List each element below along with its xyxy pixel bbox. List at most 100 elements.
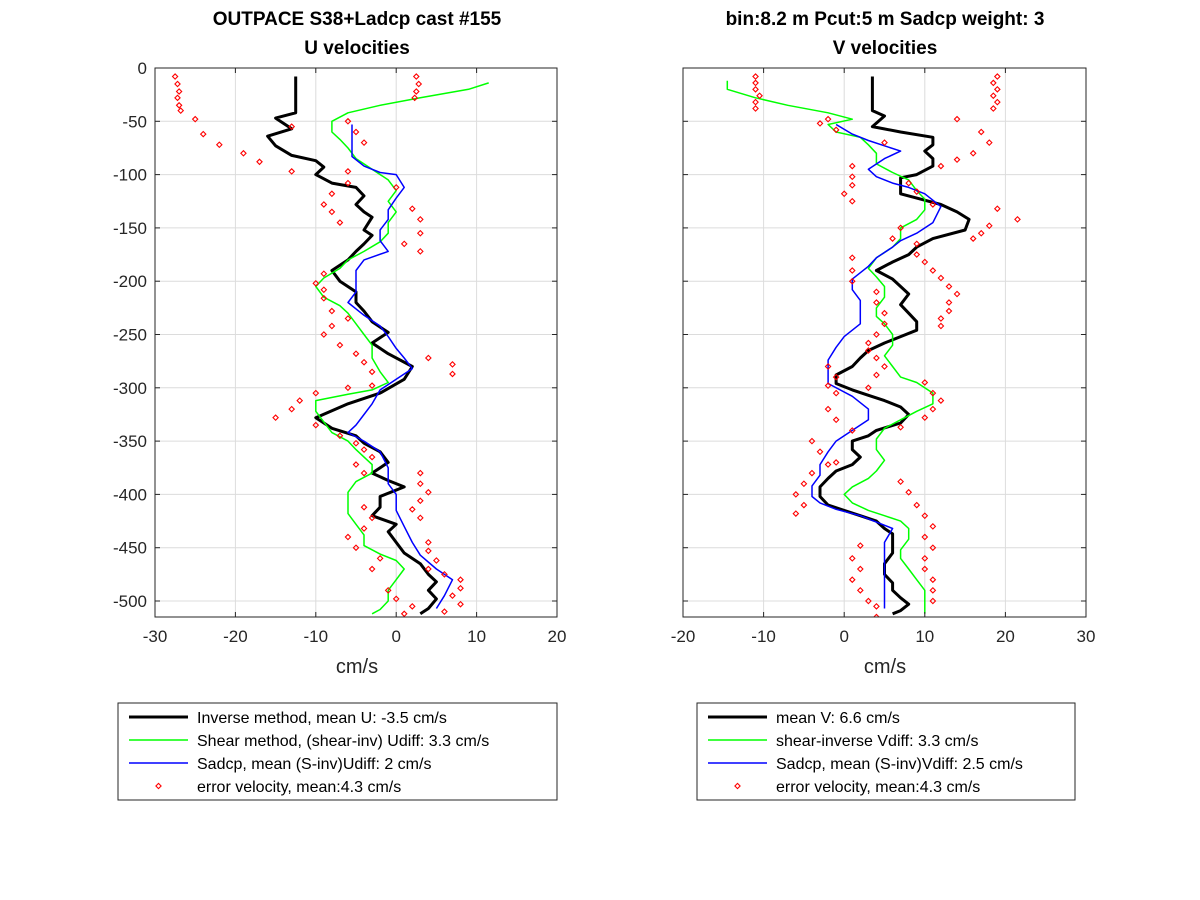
error-velocity-point (856, 542, 864, 549)
error-velocity-point (344, 384, 352, 392)
error-velocity-point (921, 258, 929, 266)
error-velocity-point (320, 331, 328, 338)
error-velocity-point (945, 307, 953, 315)
error-velocity-point (897, 478, 904, 485)
error-velocity-point (449, 592, 456, 600)
error-velocity-point (191, 115, 199, 123)
error-velocity-point (953, 290, 961, 298)
error-velocity-point (352, 439, 360, 447)
u-legend: Inverse method, mean U: -3.5 cm/s Shear m… (117, 702, 558, 801)
error-velocity-point (344, 179, 352, 187)
error-velocity-point (937, 322, 945, 330)
error-velocity-point (816, 448, 824, 456)
error-velocity-point (921, 554, 929, 562)
error-velocity-point (392, 184, 400, 191)
error-velocity-point (408, 205, 416, 213)
error-velocity-point (913, 188, 921, 196)
error-velocity-point (913, 251, 921, 258)
error-velocity-point (969, 235, 977, 242)
error-velocity-point (929, 201, 937, 208)
error-velocity-point (416, 215, 424, 223)
error-velocity-point (416, 480, 424, 488)
error-velocity-point (848, 254, 856, 262)
error-velocity-point (449, 360, 456, 368)
error-velocity-point (993, 73, 1001, 80)
u-velocity-plot: OUTPACE S38+Ladcp cast #155 U velocities… (113, 9, 566, 678)
error-velocity-point (921, 533, 929, 541)
error-velocity-point (873, 331, 880, 338)
error-velocity-point (457, 576, 464, 584)
error-velocity-point (424, 565, 432, 573)
y-tick-label: -350 (113, 432, 147, 451)
error-velocity-point (352, 544, 360, 552)
error-velocity-point (873, 288, 880, 296)
error-velocity-point (808, 437, 816, 445)
data-layer (171, 73, 489, 617)
error-velocity-point (1014, 215, 1021, 223)
legend-marker (734, 782, 741, 790)
x-tick-label: 10 (467, 627, 486, 646)
error-velocity-point (993, 85, 1001, 93)
error-velocity-point (808, 469, 816, 477)
error-velocity-point (368, 368, 376, 376)
error-velocity-point (171, 73, 179, 80)
error-velocity-point (344, 168, 352, 175)
series-line-2 (347, 124, 454, 609)
error-velocity-point (848, 427, 856, 434)
error-velocity-point (752, 73, 759, 80)
y-tick-label: -400 (113, 485, 147, 504)
legend-label: error velocity, mean:4.3 cm/s (197, 779, 401, 796)
x-axis-label: cm/s (336, 656, 378, 678)
error-velocity-point (344, 117, 352, 125)
x-tick-label: 0 (391, 627, 400, 646)
error-velocity-point (272, 414, 279, 422)
error-velocity-point (352, 350, 360, 358)
error-velocity-point (897, 423, 904, 431)
x-tick-label: 0 (839, 627, 848, 646)
x-tick-label: -10 (751, 627, 776, 646)
error-velocity-point (384, 586, 392, 594)
error-velocity-point (929, 523, 937, 530)
plot-title: OUTPACE S38+Ladcp cast #155 (213, 9, 502, 30)
error-velocity-point (441, 570, 448, 578)
error-velocity-point (840, 190, 848, 198)
v-legend: mean V: 6.6 cm/s shear-inverse Vdiff: 3.3… (696, 702, 1076, 801)
error-velocity-point (848, 173, 856, 181)
plot-area (155, 68, 557, 617)
error-velocity-point (328, 307, 336, 315)
error-velocity-point (897, 224, 904, 232)
error-velocity-point (368, 453, 376, 461)
error-velocity-point (328, 322, 336, 330)
error-velocity-point (881, 320, 888, 328)
error-velocity-point (977, 229, 985, 237)
error-velocity-point (969, 149, 977, 157)
error-velocity-point (756, 92, 763, 100)
error-velocity-point (873, 299, 880, 306)
error-velocity-point (945, 283, 953, 290)
error-velocity-point (336, 341, 344, 349)
error-velocity-point (993, 98, 1001, 106)
error-velocity-point (913, 501, 921, 509)
legend-label: error velocity, mean:4.3 cm/s (776, 779, 980, 796)
error-velocity-point (977, 128, 985, 136)
error-velocity-point (424, 488, 432, 496)
x-tick-label: -20 (671, 627, 696, 646)
error-velocity-point (328, 190, 336, 198)
error-velocity-point (320, 270, 328, 278)
error-velocity-point (792, 491, 800, 498)
error-velocity-point (929, 267, 937, 274)
error-velocity-point (824, 461, 832, 468)
error-velocity-point (352, 128, 360, 136)
error-velocity-point (832, 126, 840, 134)
x-tick-label: 20 (548, 627, 567, 646)
error-velocity-point (408, 505, 416, 513)
x-tick-label: 20 (996, 627, 1015, 646)
error-velocity-point (392, 595, 400, 603)
error-velocity-point (400, 610, 408, 617)
error-velocity-point (889, 235, 896, 242)
error-velocity-point (368, 514, 376, 522)
error-velocity-point (424, 539, 432, 546)
legend-label: Sadcp, mean (S-inv)Vdiff: 2.5 cm/s (776, 756, 1023, 773)
error-velocity-point (921, 414, 929, 422)
